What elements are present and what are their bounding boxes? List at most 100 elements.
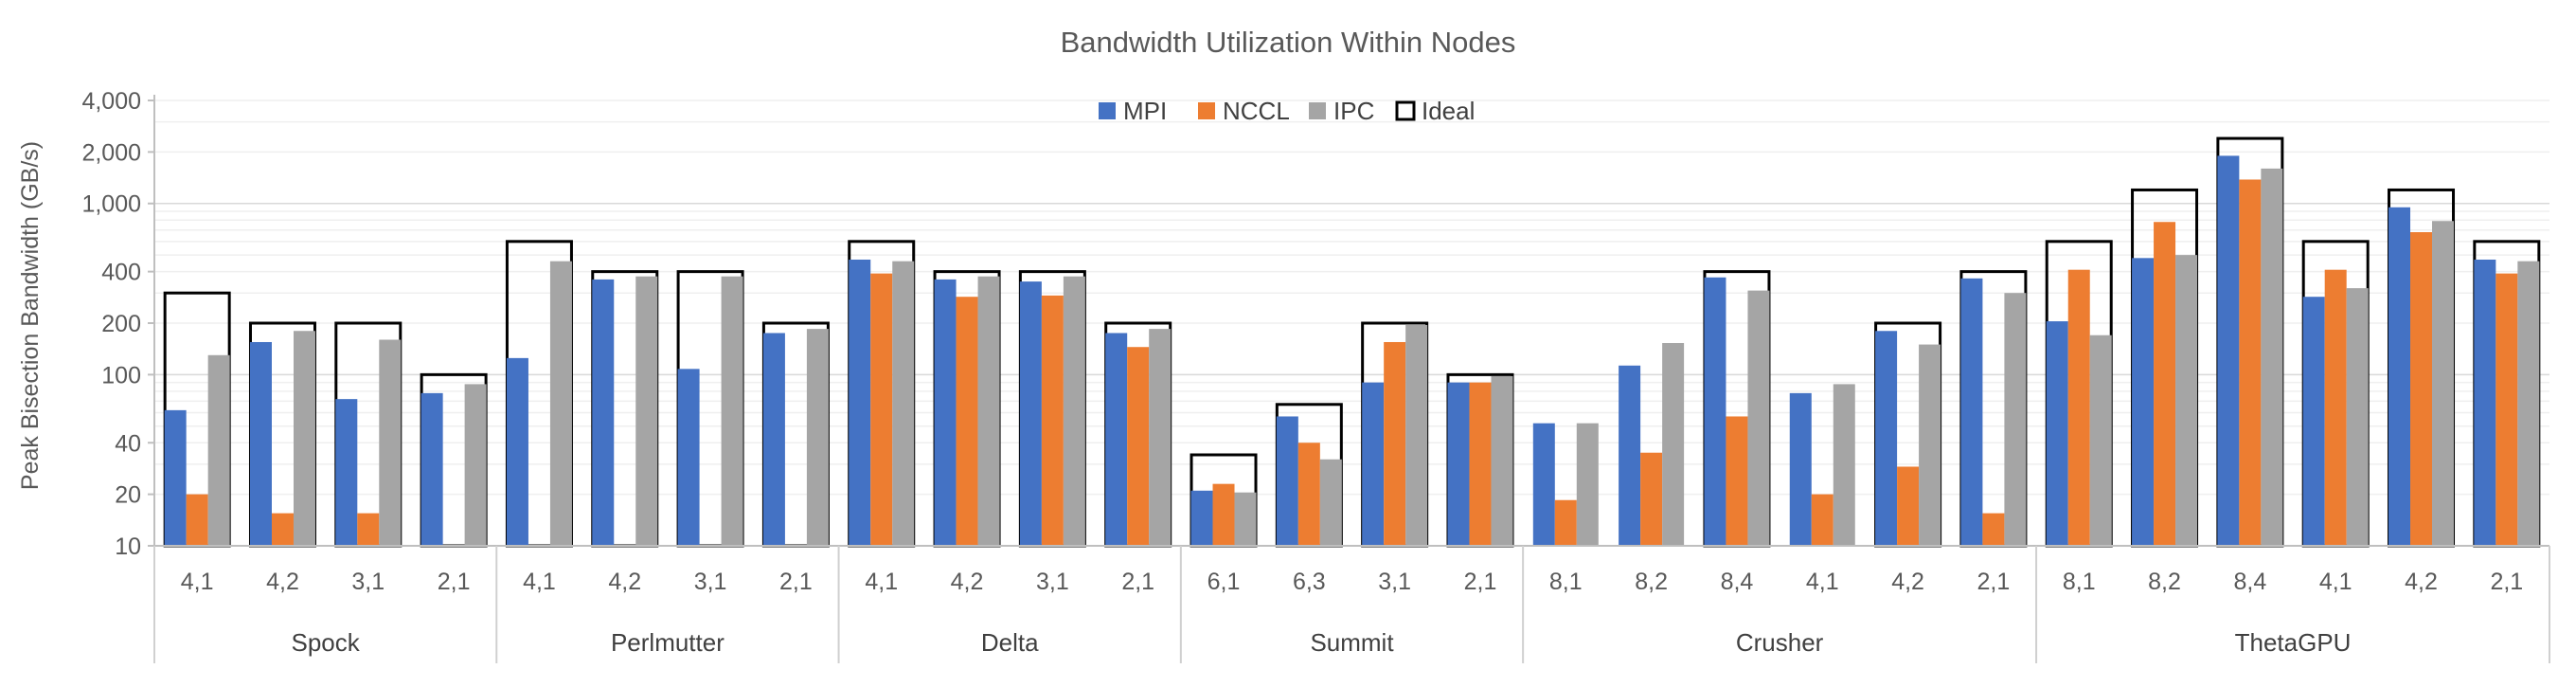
x-tick-label: 4,1 bbox=[1806, 569, 1839, 595]
bar-nccl bbox=[956, 297, 978, 546]
bar-mpi bbox=[1619, 365, 1641, 546]
bar-nccl bbox=[1726, 416, 1748, 546]
bar-ipc bbox=[1063, 276, 1085, 546]
x-tick-label: 3,1 bbox=[1378, 569, 1411, 595]
bar-ipc bbox=[1405, 324, 1428, 546]
bar-ipc bbox=[549, 261, 572, 546]
y-tick-label: 400 bbox=[101, 260, 141, 286]
bar-ipc bbox=[2004, 293, 2027, 546]
x-tick-label: 2,1 bbox=[1121, 569, 1154, 595]
y-tick-label: 10 bbox=[115, 533, 141, 560]
bar-mpi bbox=[164, 409, 187, 546]
y-tick-label: 200 bbox=[101, 311, 141, 337]
chart-title: Bandwidth Utilization Within Nodes bbox=[1061, 26, 1516, 59]
bar-ipc bbox=[635, 276, 658, 546]
bars-layer bbox=[163, 136, 2541, 548]
bar-mpi bbox=[335, 399, 358, 546]
bar-nccl bbox=[1212, 483, 1235, 546]
bar-mpi bbox=[1532, 423, 1555, 546]
bar-nccl bbox=[2496, 273, 2518, 546]
x-tick-label: 6,3 bbox=[1293, 569, 1326, 595]
y-tick-label: 20 bbox=[115, 482, 141, 509]
bar-ipc bbox=[2346, 288, 2369, 546]
x-tick-label: 8,1 bbox=[2063, 569, 2096, 595]
bar-ipc bbox=[892, 261, 915, 546]
x-tick-label: 3,1 bbox=[351, 569, 385, 595]
bar-nccl bbox=[2410, 232, 2433, 546]
group-label: Crusher bbox=[1736, 628, 1824, 657]
x-tick-label: 6,1 bbox=[1208, 569, 1241, 595]
group-label: Delta bbox=[981, 628, 1039, 657]
bar-nccl bbox=[1041, 295, 1064, 546]
x-tick-label: 2,1 bbox=[438, 569, 471, 595]
x-tick-label: 3,1 bbox=[694, 569, 727, 595]
bar-mpi bbox=[2046, 321, 2068, 546]
bar-nccl bbox=[1897, 466, 1920, 546]
legend-swatch-ideal bbox=[1395, 100, 1416, 121]
bar-mpi bbox=[1704, 277, 1726, 546]
bar-nccl bbox=[870, 273, 893, 546]
bar-ipc bbox=[2089, 334, 2112, 546]
x-tick-label: 2,1 bbox=[2490, 569, 2523, 595]
x-tick-label: 2,1 bbox=[1464, 569, 1497, 595]
bar-nccl bbox=[2154, 222, 2176, 547]
bar-ipc bbox=[464, 384, 487, 546]
bar-mpi bbox=[1276, 416, 1298, 546]
x-tick-label: 4,2 bbox=[951, 569, 984, 595]
bar-ipc bbox=[1919, 344, 1941, 546]
bar-ipc bbox=[2261, 168, 2283, 546]
y-tick-label: 100 bbox=[101, 362, 141, 389]
group-label: Spock bbox=[292, 628, 361, 657]
bar-mpi bbox=[677, 369, 700, 546]
bar-mpi bbox=[1105, 333, 1128, 546]
legend-swatch-ipc bbox=[1309, 102, 1326, 119]
bar-mpi bbox=[1190, 490, 1213, 546]
x-tick-label: 4,1 bbox=[181, 569, 214, 595]
bar-mpi bbox=[1447, 382, 1470, 546]
bar-nccl bbox=[2239, 179, 2262, 547]
y-tick-label: 2,000 bbox=[81, 139, 141, 166]
bar-ipc bbox=[1234, 492, 1257, 546]
bar-ipc bbox=[977, 276, 1000, 546]
bar-ipc bbox=[1319, 459, 1342, 546]
x-tick-label: 4,2 bbox=[1891, 569, 1924, 595]
bar-mpi bbox=[1789, 392, 1812, 546]
group-label: Perlmutter bbox=[611, 628, 724, 657]
y-tick-label: 4,000 bbox=[81, 88, 141, 115]
legend: MPI NCCL IPC Ideal bbox=[1099, 97, 1475, 125]
bar-nccl bbox=[2067, 269, 2090, 546]
bar-nccl bbox=[357, 513, 380, 546]
x-tick-label: 4,2 bbox=[2405, 569, 2438, 595]
bar-ipc bbox=[721, 276, 743, 546]
y-tick-label: 40 bbox=[115, 430, 141, 457]
bar-mpi bbox=[2474, 259, 2496, 546]
bar-mpi bbox=[506, 357, 528, 546]
bar-mpi bbox=[1960, 278, 1983, 546]
bar-ipc bbox=[379, 339, 402, 546]
x-tick-label: 4,2 bbox=[608, 569, 641, 595]
bar-nccl bbox=[1640, 452, 1663, 546]
x-tick-label: 4,1 bbox=[2319, 569, 2352, 595]
bar-mpi bbox=[2302, 297, 2325, 546]
legend-swatch-nccl bbox=[1198, 102, 1215, 119]
bar-mpi bbox=[2388, 207, 2411, 546]
bar-mpi bbox=[1875, 331, 1898, 546]
bar-nccl bbox=[1297, 443, 1320, 546]
x-tick-label: 8,4 bbox=[2233, 569, 2266, 595]
bar-ipc bbox=[1747, 290, 1770, 546]
x-tick-label: 8,4 bbox=[1721, 569, 1754, 595]
legend-label: MPI bbox=[1123, 97, 1167, 125]
bar-nccl bbox=[1469, 382, 1492, 546]
bar-ipc bbox=[1491, 375, 1513, 546]
x-tick-label: 8,2 bbox=[2148, 569, 2181, 595]
bar-nccl bbox=[1982, 513, 2005, 546]
group-label: ThetaGPU bbox=[2235, 628, 2352, 657]
y-tick-label: 1,000 bbox=[81, 191, 141, 218]
x-tick-label: 4,2 bbox=[266, 569, 299, 595]
bar-ipc bbox=[2517, 261, 2540, 546]
bar-ipc bbox=[293, 331, 315, 546]
bar-nccl bbox=[186, 494, 208, 546]
x-tick-label: 4,1 bbox=[523, 569, 556, 595]
x-tick-label: 8,1 bbox=[1549, 569, 1583, 595]
